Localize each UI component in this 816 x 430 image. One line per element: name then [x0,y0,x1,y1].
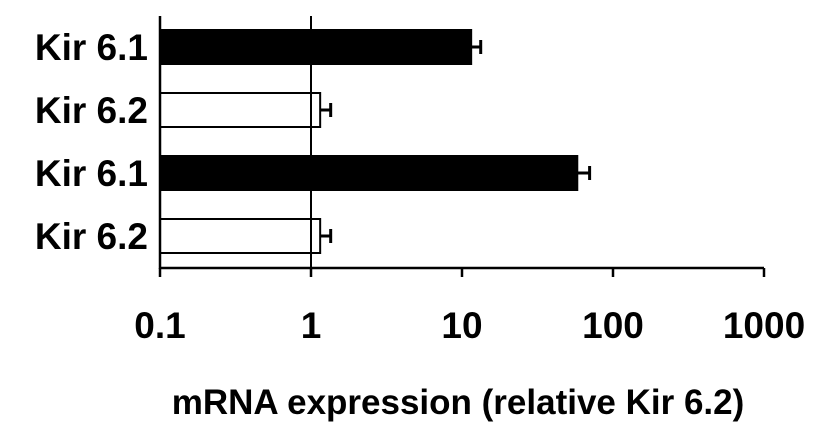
category-label: Kir 6.2 [35,216,148,257]
category-label: Kir 6.1 [35,153,148,194]
bar [159,92,322,128]
x-tick-label: 1 [301,305,322,346]
category-label: Kir 6.1 [35,27,148,68]
bar [159,218,322,254]
x-tick-label: 0.1 [134,305,185,346]
x-axis-title: mRNA expression (relative Kir 6.2) [172,383,745,422]
x-tick-label: 100 [582,305,644,346]
x-tick-label: 10 [441,305,482,346]
category-label: Kir 6.2 [35,90,148,131]
x-tick-label: 1000 [723,305,805,346]
bar [159,155,579,191]
marks-layer: Kir 6.1 Kir 6.2 Kir 6.1 Kir 6.2 0.1 1 10 100 100… [35,16,805,346]
bar [159,29,473,65]
